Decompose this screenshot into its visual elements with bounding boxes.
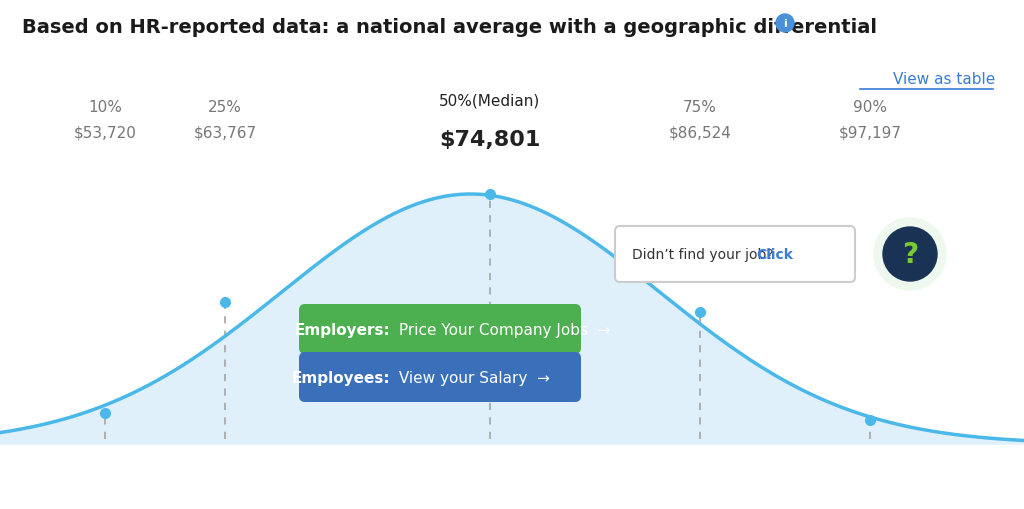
Text: 25%: 25% [208, 100, 242, 115]
Text: $86,524: $86,524 [669, 125, 731, 140]
Text: Didn’t find your job?: Didn’t find your job? [632, 247, 778, 262]
FancyBboxPatch shape [299, 304, 581, 354]
Text: i: i [783, 19, 786, 29]
Text: 10%: 10% [88, 100, 122, 115]
Circle shape [883, 228, 937, 281]
FancyBboxPatch shape [299, 352, 581, 402]
Text: 50%(Median): 50%(Median) [439, 93, 541, 108]
Text: Click: Click [756, 247, 793, 262]
Circle shape [776, 15, 794, 33]
Text: Based on HR-reported data: a national average with a geographic differential: Based on HR-reported data: a national av… [22, 18, 877, 37]
Text: View as table: View as table [893, 72, 995, 87]
Text: View your Salary  →: View your Salary → [394, 370, 550, 385]
Text: Employees:: Employees: [292, 370, 390, 385]
Circle shape [874, 218, 946, 291]
Text: $74,801: $74,801 [439, 130, 541, 150]
Text: 90%: 90% [853, 100, 887, 115]
Circle shape [880, 224, 940, 285]
Text: Employers:: Employers: [294, 322, 390, 337]
FancyBboxPatch shape [615, 227, 855, 282]
Text: Price Your Company Jobs  →: Price Your Company Jobs → [394, 322, 610, 337]
Text: $97,197: $97,197 [839, 125, 901, 140]
Text: 75%: 75% [683, 100, 717, 115]
Text: ?: ? [902, 241, 919, 268]
Text: $63,767: $63,767 [194, 125, 257, 140]
Text: $53,720: $53,720 [74, 125, 136, 140]
